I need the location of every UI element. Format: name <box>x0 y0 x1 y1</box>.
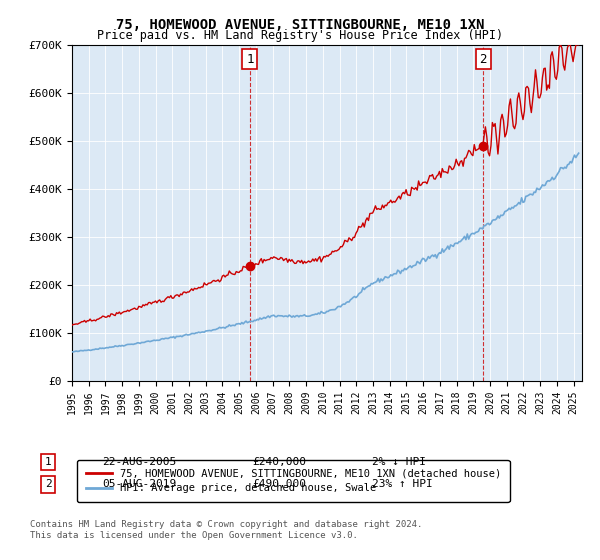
Text: Contains HM Land Registry data © Crown copyright and database right 2024.: Contains HM Land Registry data © Crown c… <box>30 520 422 529</box>
Legend: 75, HOMEWOOD AVENUE, SITTINGBOURNE, ME10 1XN (detached house), HPI: Average pric: 75, HOMEWOOD AVENUE, SITTINGBOURNE, ME10… <box>77 460 509 502</box>
Text: 05-AUG-2019: 05-AUG-2019 <box>102 479 176 489</box>
Text: 2% ↓ HPI: 2% ↓ HPI <box>372 457 426 467</box>
Text: 23% ↑ HPI: 23% ↑ HPI <box>372 479 433 489</box>
Text: Price paid vs. HM Land Registry's House Price Index (HPI): Price paid vs. HM Land Registry's House … <box>97 29 503 42</box>
Text: 1: 1 <box>44 457 52 467</box>
Text: This data is licensed under the Open Government Licence v3.0.: This data is licensed under the Open Gov… <box>30 531 358 540</box>
Text: 75, HOMEWOOD AVENUE, SITTINGBOURNE, ME10 1XN: 75, HOMEWOOD AVENUE, SITTINGBOURNE, ME10… <box>116 18 484 32</box>
Text: £240,000: £240,000 <box>252 457 306 467</box>
Text: 2: 2 <box>479 53 487 66</box>
Text: £490,000: £490,000 <box>252 479 306 489</box>
Text: 2: 2 <box>44 479 52 489</box>
Text: 22-AUG-2005: 22-AUG-2005 <box>102 457 176 467</box>
Text: 1: 1 <box>246 53 254 66</box>
